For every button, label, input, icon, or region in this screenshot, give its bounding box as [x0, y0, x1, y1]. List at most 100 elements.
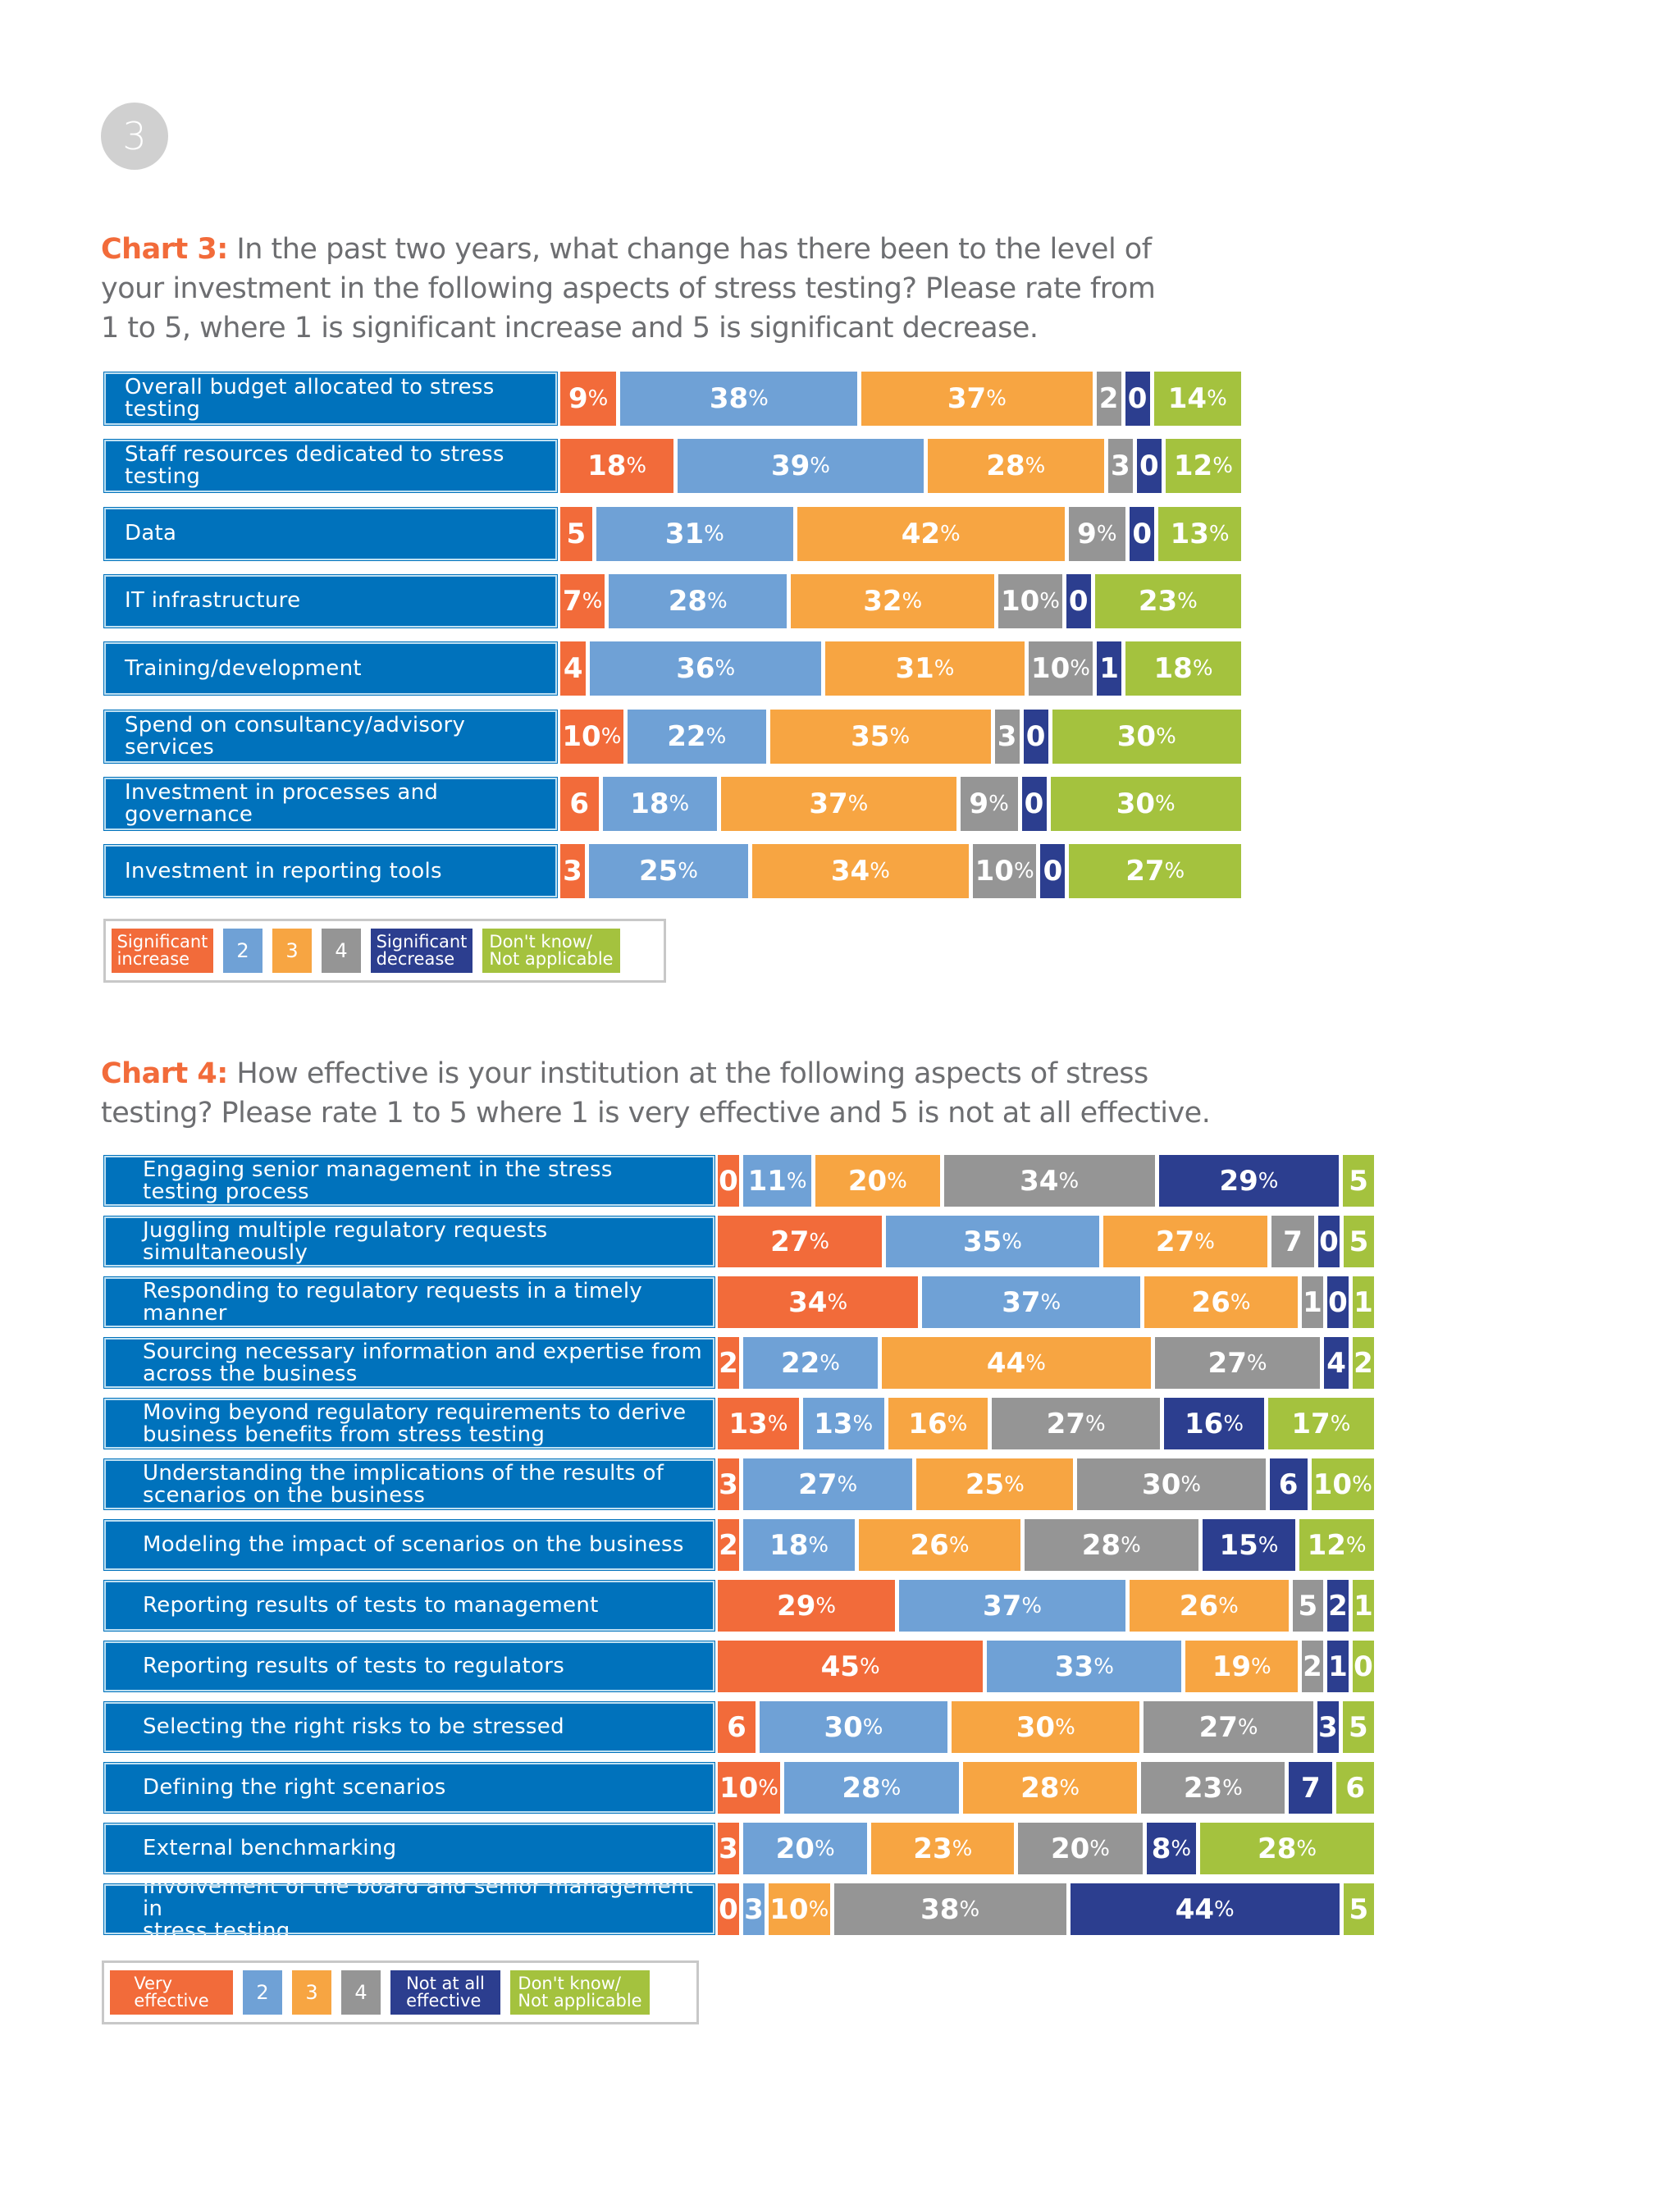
- bar-segment: 0: [1023, 709, 1048, 764]
- bar-segment: 1: [1302, 1276, 1323, 1328]
- bar-segment: 0: [1317, 1216, 1340, 1267]
- category-label-line: Reporting results of tests to regulators: [143, 1654, 565, 1678]
- bar-segment: 30%: [759, 1701, 948, 1753]
- bar-segment: 5: [1342, 1701, 1374, 1753]
- bar-segment: 37%: [922, 1276, 1141, 1328]
- legend-item-label: Significant: [376, 932, 468, 952]
- legend-item-label: Don't know/: [489, 932, 592, 952]
- bar-segment: 6: [1269, 1458, 1308, 1510]
- category-label: Investment in processes and governance: [103, 776, 558, 831]
- bar-segment: 35%: [769, 709, 991, 764]
- bar-segment: 27%: [1144, 1701, 1313, 1753]
- bar-segment: 30%: [952, 1701, 1140, 1753]
- legend-item-label: 2: [236, 938, 249, 962]
- bar-segment: 23%: [871, 1823, 1015, 1874]
- bar-segment: 44%: [881, 1337, 1151, 1389]
- category-label: IT infrastructure: [103, 573, 558, 628]
- legend-item: 4: [341, 1970, 381, 2015]
- category-label: Data: [103, 506, 558, 561]
- bar-segment: 3: [743, 1883, 765, 1935]
- bar-segment: 5: [1343, 1216, 1374, 1267]
- bar-segment: 37%: [861, 372, 1093, 426]
- category-label: Understanding the implications of the re…: [103, 1458, 715, 1510]
- bar-segment: 15%: [1202, 1519, 1296, 1571]
- bar-segment: 28%: [1024, 1519, 1198, 1571]
- bar-segment: 36%: [590, 641, 822, 696]
- bar-segment: 20%: [815, 1155, 940, 1207]
- bar-segment: 3: [560, 844, 585, 899]
- bar-segment: 28%: [783, 1762, 959, 1814]
- bar-segment: 10%: [718, 1762, 780, 1814]
- bar-segment: 28%: [962, 1762, 1138, 1814]
- bar-segment: 3: [718, 1823, 739, 1874]
- bar-segment: 13%: [718, 1398, 799, 1449]
- category-label: Involvement of the board and senior mana…: [103, 1876, 715, 1942]
- bar-segment: 20%: [743, 1823, 868, 1874]
- bar-segment: 18%: [1125, 641, 1241, 696]
- legend-item-label: Not applicable: [489, 949, 614, 969]
- legend-item-label: Very: [134, 1974, 173, 1993]
- category-label-line: Engaging senior management in the stress: [143, 1157, 613, 1182]
- bar-segment: 17%: [1267, 1398, 1374, 1449]
- bar-segment: 2: [1353, 1337, 1374, 1389]
- legend-item: Very effective: [110, 1970, 233, 2015]
- bar-segment: 27%: [743, 1458, 913, 1510]
- legend-item-label: increase: [116, 949, 190, 969]
- legend-item-label: 3: [285, 938, 299, 962]
- legend-item-label: 4: [335, 938, 348, 962]
- bar-segment: 29%: [1158, 1155, 1340, 1207]
- bar-segment: 18%: [560, 439, 674, 494]
- category-label-line: Involvement of the board and senior mana…: [143, 1874, 694, 1921]
- bar-segment: 37%: [899, 1580, 1125, 1632]
- bar-segment: 1: [1353, 1580, 1374, 1632]
- bar-segment: 23%: [1141, 1762, 1285, 1814]
- category-label: Reporting results of tests to regulators: [103, 1641, 715, 1692]
- chart-3-title-line3: 1 to 5, where 1 is significant increase …: [101, 312, 1039, 345]
- bar-segment: 10%: [1311, 1458, 1374, 1510]
- bar-segment: 0: [1353, 1641, 1374, 1692]
- bar-segment: 25%: [916, 1458, 1074, 1510]
- bar-segment: 38%: [833, 1883, 1066, 1935]
- category-label-line: Moving beyond regulatory requirements to…: [143, 1399, 687, 1425]
- legend-item-label: Significant: [116, 932, 208, 952]
- bar-segment: 30%: [1077, 1458, 1266, 1510]
- bar-segment: 14%: [1153, 372, 1241, 426]
- category-label-line: stress testing: [143, 1919, 290, 1943]
- bar-segment: 9%: [560, 372, 617, 426]
- bar-segment: 5: [1343, 1883, 1374, 1935]
- category-label: Defining the right scenarios: [103, 1762, 715, 1814]
- chart-3-label: Chart 3:: [101, 233, 228, 266]
- category-label: Reporting results of tests to management: [103, 1580, 715, 1632]
- bar-segment: 30%: [1052, 709, 1241, 764]
- bar-segment: 27%: [1102, 1216, 1267, 1267]
- legend-item-label: 3: [305, 1980, 318, 2004]
- bar-segment: 2: [718, 1519, 739, 1571]
- category-label: External benchmarking: [103, 1823, 715, 1874]
- bar-segment: 27%: [1069, 844, 1241, 899]
- legend-item: 2: [223, 929, 262, 973]
- bar-segment: 7%: [560, 573, 605, 628]
- bar-segment: 13%: [802, 1398, 884, 1449]
- bar-segment: 45%: [718, 1641, 984, 1692]
- legend-item-label: decrease: [376, 949, 455, 969]
- bar-segment: 0: [718, 1883, 739, 1935]
- category-label: Staff resources dedicated to stress test…: [103, 439, 558, 494]
- bar-segment: 3: [718, 1458, 739, 1510]
- bar-segment: 28%: [1200, 1823, 1374, 1874]
- bar-segment: 44%: [1070, 1883, 1340, 1935]
- bar-segment: 3: [1107, 439, 1133, 494]
- bar-segment: 19%: [1185, 1641, 1298, 1692]
- legend-item-label: Not applicable: [518, 1991, 642, 2011]
- bar-segment: 5: [1292, 1580, 1323, 1632]
- legend-item: Significant increase: [112, 929, 213, 973]
- category-label-line: Modeling the impact of scenarios on the …: [143, 1532, 684, 1557]
- bar-segment: 30%: [1050, 776, 1241, 831]
- chart-4-title: Chart 4: How effective is your instituti…: [101, 1054, 1211, 1133]
- bar-segment: 12%: [1299, 1519, 1374, 1571]
- bar-segment: 0: [1327, 1276, 1349, 1328]
- bar-segment: 23%: [1094, 573, 1241, 628]
- bar-segment: 37%: [721, 776, 956, 831]
- bar-segment: 28%: [609, 573, 788, 628]
- bar-segment: 22%: [743, 1337, 878, 1389]
- category-label-line: Understanding the implications of the re…: [143, 1460, 664, 1486]
